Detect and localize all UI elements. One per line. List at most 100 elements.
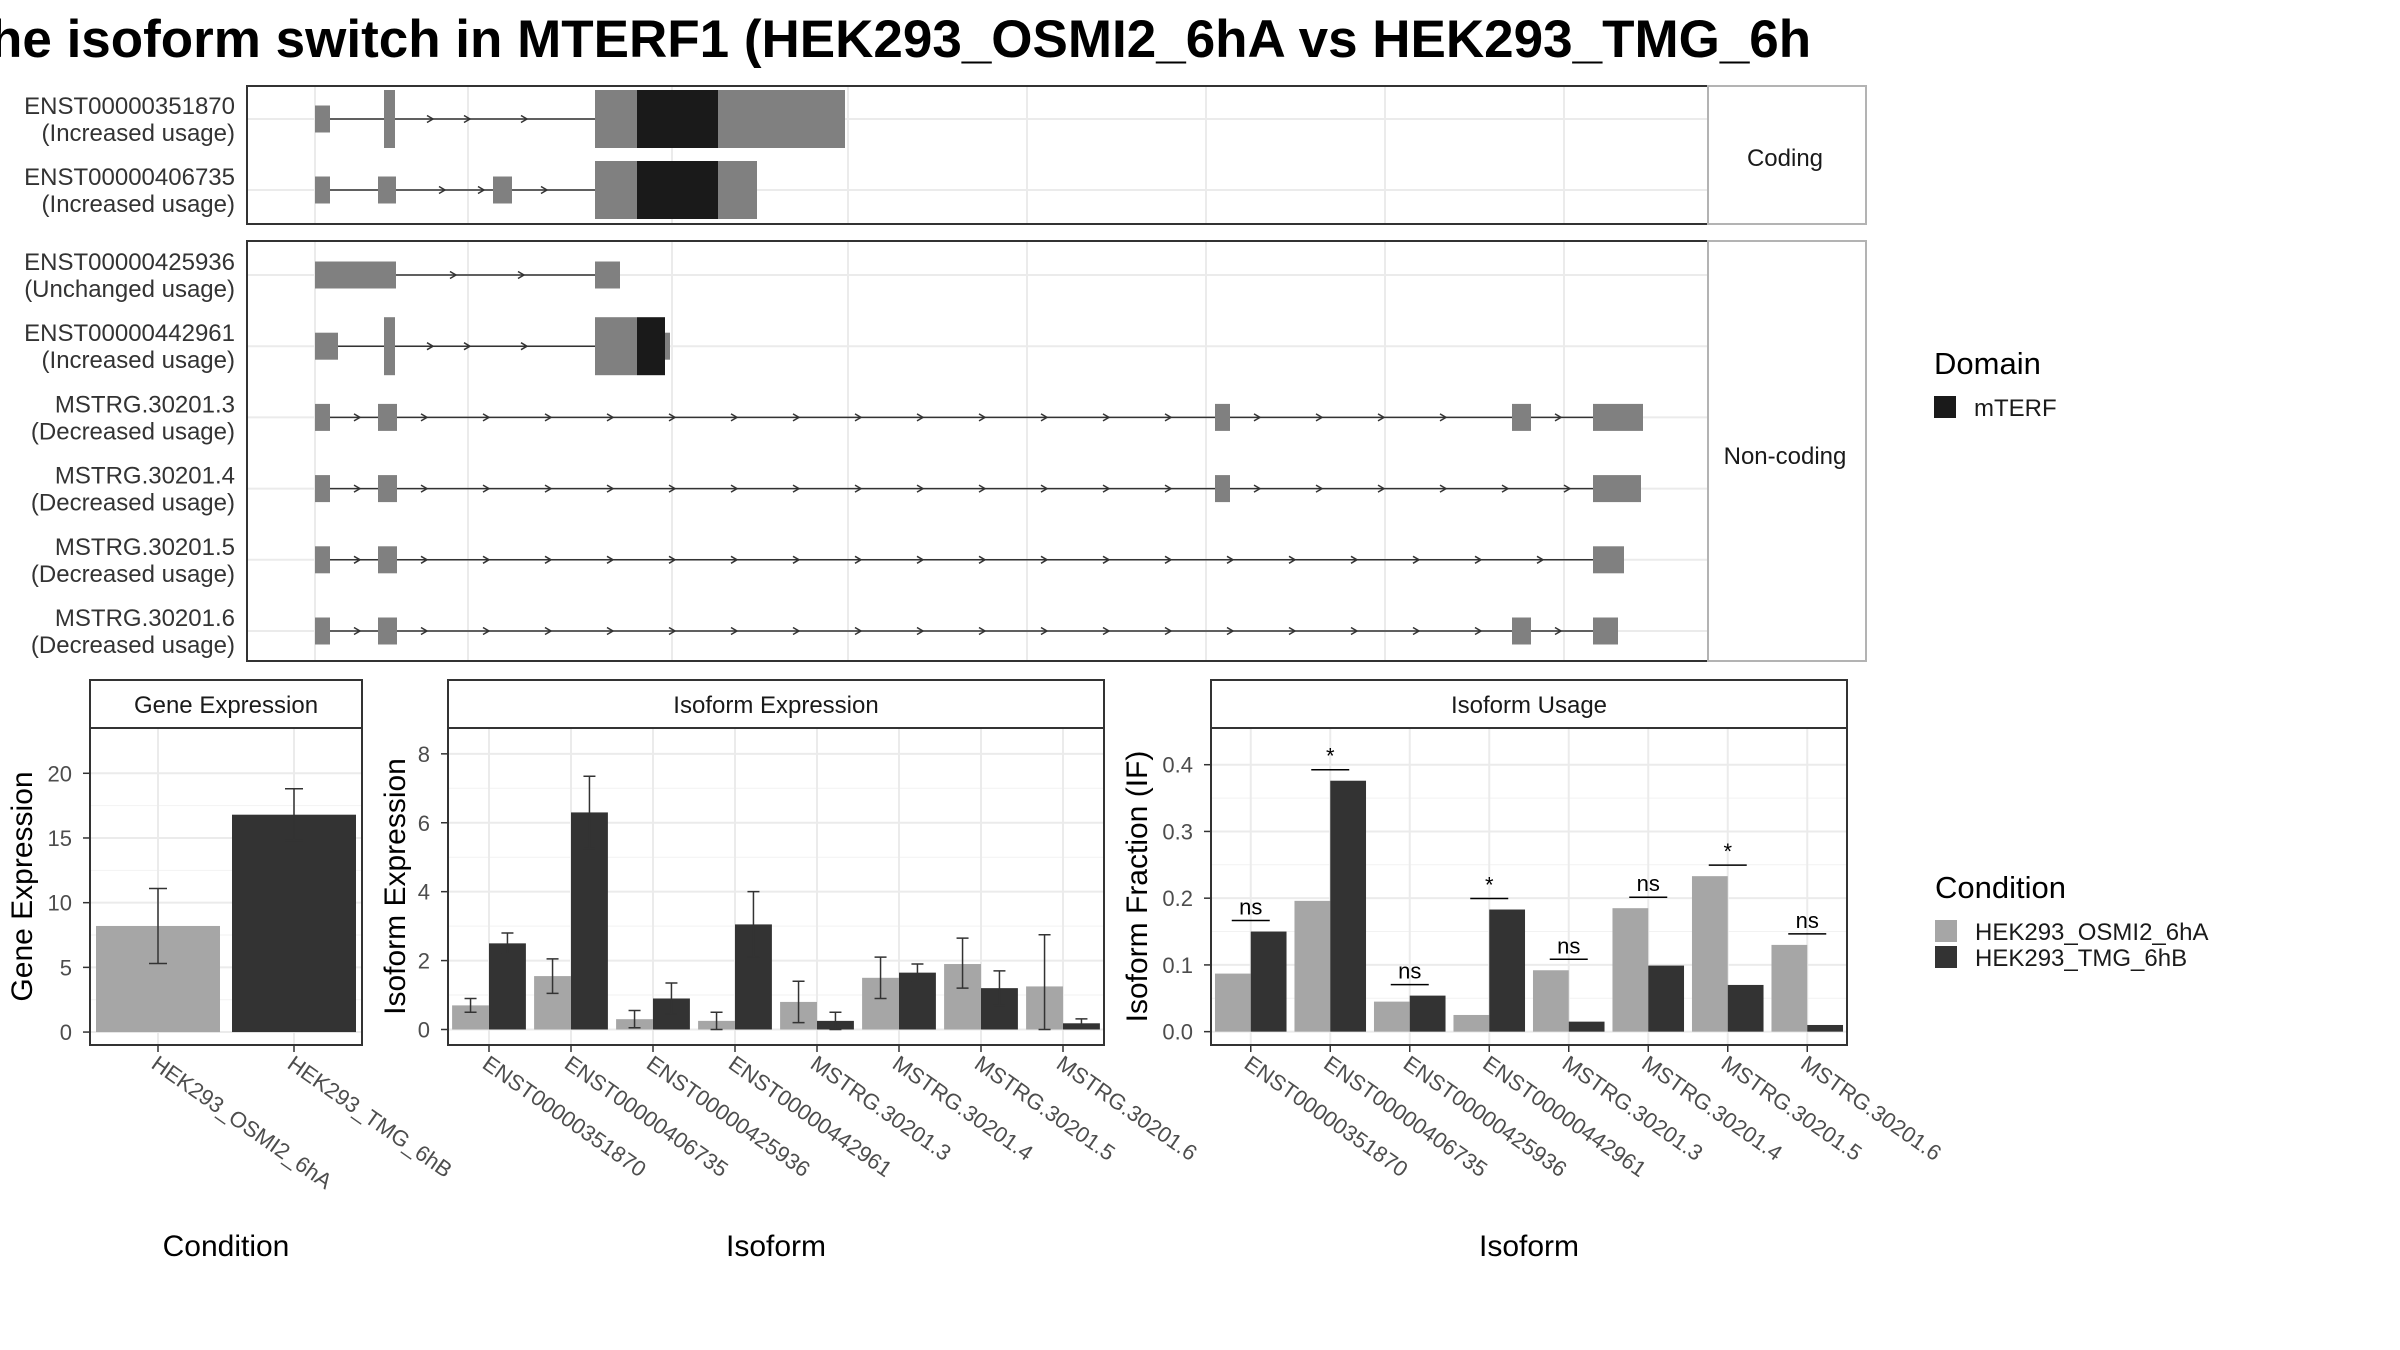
intron-arrow [517, 270, 526, 280]
exon-block [1512, 617, 1531, 645]
intron-arrow [1288, 626, 1297, 636]
domain-mterf-block [637, 161, 718, 219]
intron-arrow [420, 626, 429, 636]
transcript-id-label: MSTRG.30201.4 [55, 463, 235, 490]
legend-domain: Domain mTERF [1934, 346, 2057, 422]
bar [899, 972, 936, 1030]
error-bar [1075, 1018, 1088, 1029]
exon-block [315, 617, 330, 645]
strip-title: Gene Expression [134, 692, 318, 719]
error-bar [874, 956, 887, 1000]
intron-arrow [1315, 413, 1324, 422]
intron-arrow [1102, 555, 1111, 564]
significance-label: ns [1557, 933, 1580, 958]
intron-arrow [426, 114, 435, 124]
transcript-usage-label: (Decreased usage) [31, 418, 235, 445]
transcript-id-label: ENST00000406735 [24, 164, 235, 191]
bar [1294, 900, 1331, 1032]
intron-arrow [1474, 626, 1483, 636]
intron-arrow [1253, 413, 1262, 422]
y-tick-label: 10 [48, 891, 72, 916]
intron-arrow [449, 270, 458, 280]
bar [1532, 970, 1569, 1032]
error-bar [710, 1011, 723, 1031]
exon-block [665, 332, 670, 360]
transcript-usage-label: (Increased usage) [42, 191, 235, 218]
error-bar [546, 958, 559, 995]
strip-header [1210, 679, 1848, 729]
exon-block [718, 90, 845, 148]
intron-arrow [854, 484, 863, 493]
intron-arrow [463, 342, 472, 351]
intron-arrow [353, 555, 362, 564]
transcript-panel-coding: ENST00000351870(Increased usage)ENST0000… [24, 85, 1867, 225]
significance-label: ns [1796, 908, 1819, 933]
intron-arrow [420, 555, 429, 564]
error-bar [665, 982, 678, 1015]
intron-arrow [1377, 484, 1386, 493]
exon-block [315, 261, 396, 289]
strip-header [89, 679, 363, 729]
y-tick-label: 0.2 [1162, 886, 1193, 911]
intron-arrow [544, 626, 553, 636]
bar [1214, 973, 1251, 1032]
bar [1771, 944, 1808, 1032]
strip-noncoding [1707, 240, 1867, 662]
intron-arrow [606, 484, 615, 493]
transcript-usage-label: (Decreased usage) [31, 490, 235, 517]
intron-arrow [1412, 626, 1421, 636]
transcript-usage-label: (Increased usage) [42, 347, 235, 374]
legend-condition-swatch-a [1935, 920, 1957, 942]
exon-block [315, 176, 330, 204]
intron-arrow [978, 484, 987, 493]
intron-arrow [668, 555, 677, 564]
intron-arrow [544, 413, 553, 422]
y-tick-label: 2 [418, 949, 430, 974]
intron-arrow [1164, 484, 1173, 493]
coding-panel-bg [247, 86, 1708, 224]
intron-arrow [668, 626, 677, 636]
intron-arrow [520, 342, 529, 351]
bar [1330, 780, 1367, 1032]
exon-block [315, 546, 330, 574]
exon-block [315, 403, 330, 431]
strip-label-coding: Coding [1747, 145, 1823, 172]
intron-arrow [420, 413, 429, 422]
bar [1453, 1014, 1490, 1032]
intron-arrow [916, 555, 925, 564]
intron-arrow [482, 626, 491, 636]
domain-mterf-block [637, 317, 665, 376]
intron-arrow [1315, 484, 1324, 493]
error-bar [911, 963, 924, 983]
exon-block [1593, 546, 1624, 574]
exon-block [1215, 475, 1230, 503]
significance-label: ns [1637, 871, 1660, 896]
exon-block [595, 90, 637, 148]
legend-domain-swatch [1934, 396, 1956, 418]
intron-arrow [730, 626, 739, 636]
exon-block [1593, 475, 1641, 503]
significance-label: * [1326, 744, 1335, 769]
error-bar [149, 887, 167, 965]
y-tick-label: 0 [60, 1020, 72, 1045]
intron-arrow [792, 555, 801, 564]
strip-header [447, 679, 1105, 729]
y-axis-title: Isoform Fraction (IF) [1121, 751, 1154, 1023]
transcript-usage-label: (Decreased usage) [31, 561, 235, 588]
intron-arrow [1536, 555, 1545, 564]
intron-arrow [482, 484, 491, 493]
transcript-id-label: ENST00000425936 [24, 249, 235, 276]
intron-arrow [1439, 413, 1448, 422]
exon-block [378, 403, 397, 431]
y-tick-label: 20 [48, 761, 72, 786]
y-tick-label: 0.4 [1162, 753, 1193, 778]
y-axis-title: Isoform Expression [379, 758, 412, 1015]
intron-arrow [606, 413, 615, 422]
exon-block [384, 90, 395, 148]
error-bar [628, 1009, 641, 1029]
legend-condition: Condition HEK293_OSMI2_6hA HEK293_TMG_6h… [1935, 870, 2208, 972]
bar [1373, 1001, 1410, 1032]
intron-arrow [353, 413, 362, 422]
intron-arrow [1164, 626, 1173, 636]
